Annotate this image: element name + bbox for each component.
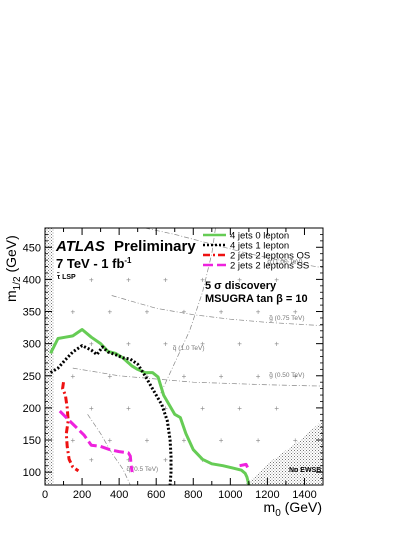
- atlas-label: ATLAS: [55, 238, 105, 255]
- grid-point-marker: +: [89, 275, 94, 284]
- grid-point-marker: +: [163, 404, 168, 413]
- grid-point-marker: +: [182, 436, 187, 445]
- y-tick-label: 250: [23, 371, 41, 383]
- grid-point-marker: +: [256, 436, 261, 445]
- grid-point-marker: +: [89, 340, 94, 349]
- energy-lumi-label: 7 TeV - 1 fb-1: [56, 256, 132, 271]
- legend-label: 2 jets 2 leptons SS: [230, 261, 309, 272]
- mass-contour-line: [111, 295, 323, 327]
- y-tick-label: 200: [23, 403, 41, 415]
- grid-point-marker: +: [237, 275, 242, 284]
- axis-ticks: [44, 228, 323, 485]
- x-tick-label: 0: [42, 489, 48, 501]
- grid-point-marker: +: [89, 455, 94, 464]
- grid-point-marker: +: [89, 404, 94, 413]
- legend-label: 2 jets 2 leptons OS: [230, 251, 310, 262]
- excluded-regions: [45, 228, 323, 485]
- grid-point-marker: +: [126, 275, 131, 284]
- discovery-label: 5 σ discovery: [205, 280, 277, 292]
- mass-contour-line: [159, 228, 216, 396]
- grid-point-marker: +: [219, 436, 224, 445]
- x-tick-label: 1000: [218, 489, 242, 501]
- grid-point-marker: +: [182, 308, 187, 317]
- grid-point-marker: +: [108, 372, 113, 381]
- grid-point-marker: +: [108, 436, 113, 445]
- y-tick-label: 350: [23, 307, 41, 319]
- grid-point-marker: +: [200, 275, 205, 284]
- legend-label: 4 jets 0 lepton: [230, 231, 289, 242]
- series-line: [61, 381, 80, 473]
- y-axis-label: m1/2 (GeV): [3, 235, 23, 302]
- grid-point-marker: +: [293, 436, 298, 445]
- header-block: ATLAS Preliminary 7 TeV - 1 fb-1 τ̃ LSP …: [55, 238, 321, 474]
- lsp-label: τ̃ LSP: [56, 273, 76, 281]
- legend-label: 4 jets 1 lepton: [230, 241, 289, 252]
- y-tick-labels: 100 150 200 250 300 350 400 450: [23, 242, 41, 479]
- mass-contour-line: [72, 367, 323, 387]
- mass-contour-line: [145, 228, 323, 269]
- grid-point-marker: +: [145, 308, 150, 317]
- mass-contour-label: g̃ (0.75 TeV): [269, 315, 305, 322]
- grid-point-marker: +: [163, 455, 168, 464]
- x-tick-label: 600: [147, 489, 165, 501]
- y-tick-label: 150: [23, 435, 41, 447]
- mass-contour-line: [87, 414, 131, 485]
- x-tick-label: 400: [110, 489, 128, 501]
- series-line: [49, 328, 251, 485]
- grid-point-marker: +: [256, 372, 261, 381]
- mass-contour-label: g̃ (0.50 TeV): [269, 372, 305, 379]
- grid-point-marker: +: [70, 436, 75, 445]
- grid-point-marker: +: [126, 455, 131, 464]
- grid-point-marker: +: [200, 404, 205, 413]
- grid-point-marker: +: [219, 308, 224, 317]
- msugra-label: MSUGRA tan β = 10: [205, 293, 308, 305]
- grid-point-marker: +: [145, 372, 150, 381]
- series-line: [58, 410, 134, 473]
- y-tick-label: 400: [23, 274, 41, 286]
- preliminary-label: Preliminary: [114, 238, 196, 255]
- y-tick-label: 450: [23, 242, 41, 254]
- grid-point-marker: +: [145, 436, 150, 445]
- grid-point-marker: +: [200, 340, 205, 349]
- grid-point-marker: +: [126, 340, 131, 349]
- no-ewsb-label: No EWSB: [289, 467, 321, 474]
- grid-point-marker: +: [293, 372, 298, 381]
- series-line: [49, 344, 173, 485]
- x-tick-label: 200: [73, 489, 91, 501]
- mass-contours: g̃ (1.00 TeV) g̃ (0.75 TeV) q̃ (1.0 TeV) g̃…: [72, 228, 323, 485]
- mass-contour-label: g̃ (1.00 TeV): [267, 258, 303, 265]
- grid-point-marker: +: [274, 404, 279, 413]
- grid-point-marker: +: [182, 372, 187, 381]
- grid-point-marker: +: [163, 275, 168, 284]
- x-tick-labels: 0 200 400 600 800 1000 1200 1400: [42, 489, 317, 501]
- grid-point-marker: +: [108, 308, 113, 317]
- x-tick-label: 1400: [292, 489, 316, 501]
- grid-point-marker: +: [237, 340, 242, 349]
- grid-point-marker: +: [70, 308, 75, 317]
- no-ewsb-region: [245, 420, 323, 485]
- grid-point-marker: +: [237, 404, 242, 413]
- mass-contour-label: q̃ (0.5 TeV): [126, 466, 158, 473]
- grid-point-marker: +: [163, 340, 168, 349]
- grid-point-marker: +: [293, 308, 298, 317]
- grid-points: + + + + + + + + + + + + + + + + + + + + + + + + + + + + + + + + + + + + + + + +…: [70, 275, 297, 464]
- grid-point-marker: +: [70, 372, 75, 381]
- series-line: [239, 462, 251, 471]
- y-tick-label: 300: [23, 339, 41, 351]
- y-tick-label: 100: [23, 467, 41, 479]
- x-axis-label: m0 (GeV): [264, 499, 322, 519]
- lsp-excluded-region: [45, 228, 54, 485]
- x-tick-label: 800: [184, 489, 202, 501]
- grid-point-marker: +: [126, 404, 131, 413]
- grid-point-marker: +: [274, 340, 279, 349]
- grid-point-marker: +: [219, 372, 224, 381]
- grid-point-marker: +: [256, 308, 261, 317]
- mass-contour-label: q̃ (1.0 TeV): [172, 345, 204, 352]
- grid-point-marker: +: [274, 275, 279, 284]
- discovery-curves: [49, 328, 251, 485]
- x-tick-label: 1200: [255, 489, 279, 501]
